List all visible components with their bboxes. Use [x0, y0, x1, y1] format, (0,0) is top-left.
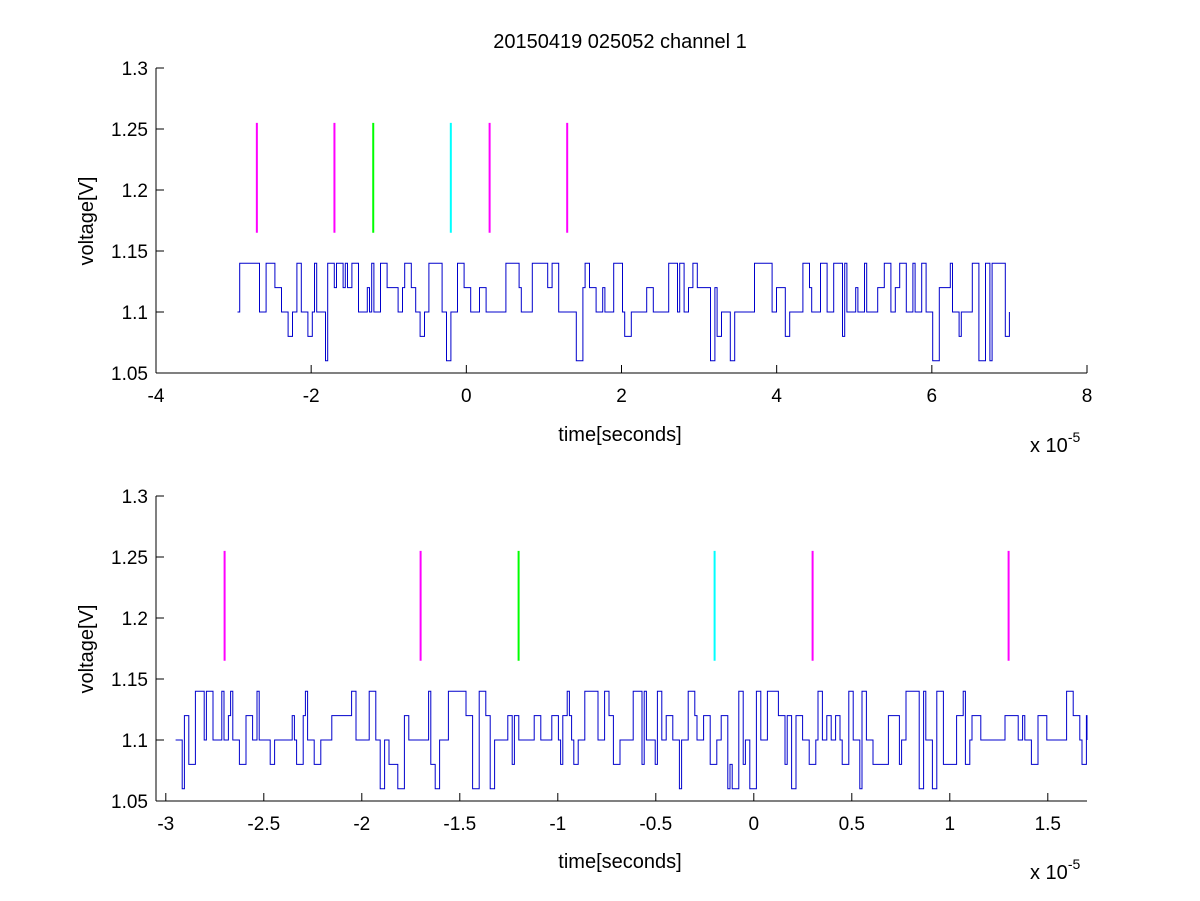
bottom-markers — [223, 550, 1010, 661]
x-tick-label: 1 — [945, 814, 956, 835]
x-tick-label: -2 — [303, 386, 320, 407]
x-tick-label: 0.5 — [839, 814, 865, 835]
x-tick-label: -2.5 — [247, 814, 280, 835]
x-tick-label: 8 — [1082, 386, 1093, 407]
top-x-exponent-base: x 10 — [1030, 435, 1068, 457]
voltage-trace — [175, 690, 1088, 790]
y-tick-label: 1.15 — [111, 670, 148, 691]
bottom-y-ticks: 1.05 1.1 1.15 1.2 1.25 1.3 — [111, 487, 164, 813]
bottom-y-axis-label: voltage[V] — [76, 605, 98, 694]
bottom-axes: -3 -2.5 -2 -1.5 -1 -0.5 0 0.5 1 1.5 1.051.11.151.… — [76, 487, 1088, 884]
x-tick-label: 6 — [927, 386, 938, 407]
x-tick-label: 1.5 — [1035, 814, 1061, 835]
y-tick-label: 1.3 — [122, 487, 148, 508]
top-x-exponent: x 10-5 — [1030, 429, 1080, 457]
bottom-x-exponent-base: x 10 — [1030, 862, 1068, 884]
y-tick-label: 1.3 — [122, 59, 148, 80]
bottom-x-exponent-power: -5 — [1068, 856, 1081, 872]
x-tick-label: 0 — [749, 814, 760, 835]
x-tick-label: -3 — [157, 814, 174, 835]
x-tick-label: 0 — [461, 386, 472, 407]
x-tick-label: -1 — [549, 814, 566, 835]
top-axes: -4 -2 0 2 4 6 8 1.05 1.1 1.15 1.2 1.25 1.3 time[sec… — [76, 59, 1092, 457]
x-tick-label: 2 — [616, 386, 627, 407]
x-tick-label: -1.5 — [443, 814, 476, 835]
bottom-x-exponent: x 10-5 — [1030, 856, 1080, 884]
y-tick-label: 1.2 — [122, 181, 148, 202]
top-x-ticks: -4 -2 0 2 4 6 8 — [148, 365, 1093, 407]
top-y-axis-label: voltage[V] — [76, 177, 98, 266]
y-tick-label: 1.1 — [122, 731, 148, 752]
bottom-x-axis-label: time[seconds] — [558, 851, 681, 873]
top-y-ticks: 1.05 1.1 1.15 1.2 1.25 1.3 — [111, 59, 164, 385]
y-tick-label: 1.05 — [111, 364, 148, 385]
x-tick-label: -4 — [148, 386, 165, 407]
bottom-trace — [175, 690, 1088, 790]
y-tick-label: 1.25 — [111, 548, 148, 569]
bottom-x-ticks: -3 -2.5 -2 -1.5 -1 -0.5 0 0.5 1 1.5 — [157, 793, 1061, 835]
y-tick-label: 1.25 — [111, 120, 148, 141]
voltage-trace — [237, 262, 1010, 362]
top-x-exponent-power: -5 — [1068, 429, 1081, 445]
top-markers — [255, 122, 569, 233]
y-tick-label: 1.1 — [122, 303, 148, 324]
x-tick-label: -2 — [353, 814, 370, 835]
top-x-axis-label: time[seconds] — [558, 424, 681, 446]
x-tick-label: -0.5 — [639, 814, 672, 835]
x-tick-label: 4 — [771, 386, 782, 407]
top-trace — [237, 262, 1010, 362]
y-tick-label: 1.2 — [122, 609, 148, 630]
y-tick-label: 1.05 — [111, 792, 148, 813]
y-tick-label: 1.15 — [111, 242, 148, 263]
chart-title: 20150419 025052 channel 1 — [493, 31, 747, 53]
